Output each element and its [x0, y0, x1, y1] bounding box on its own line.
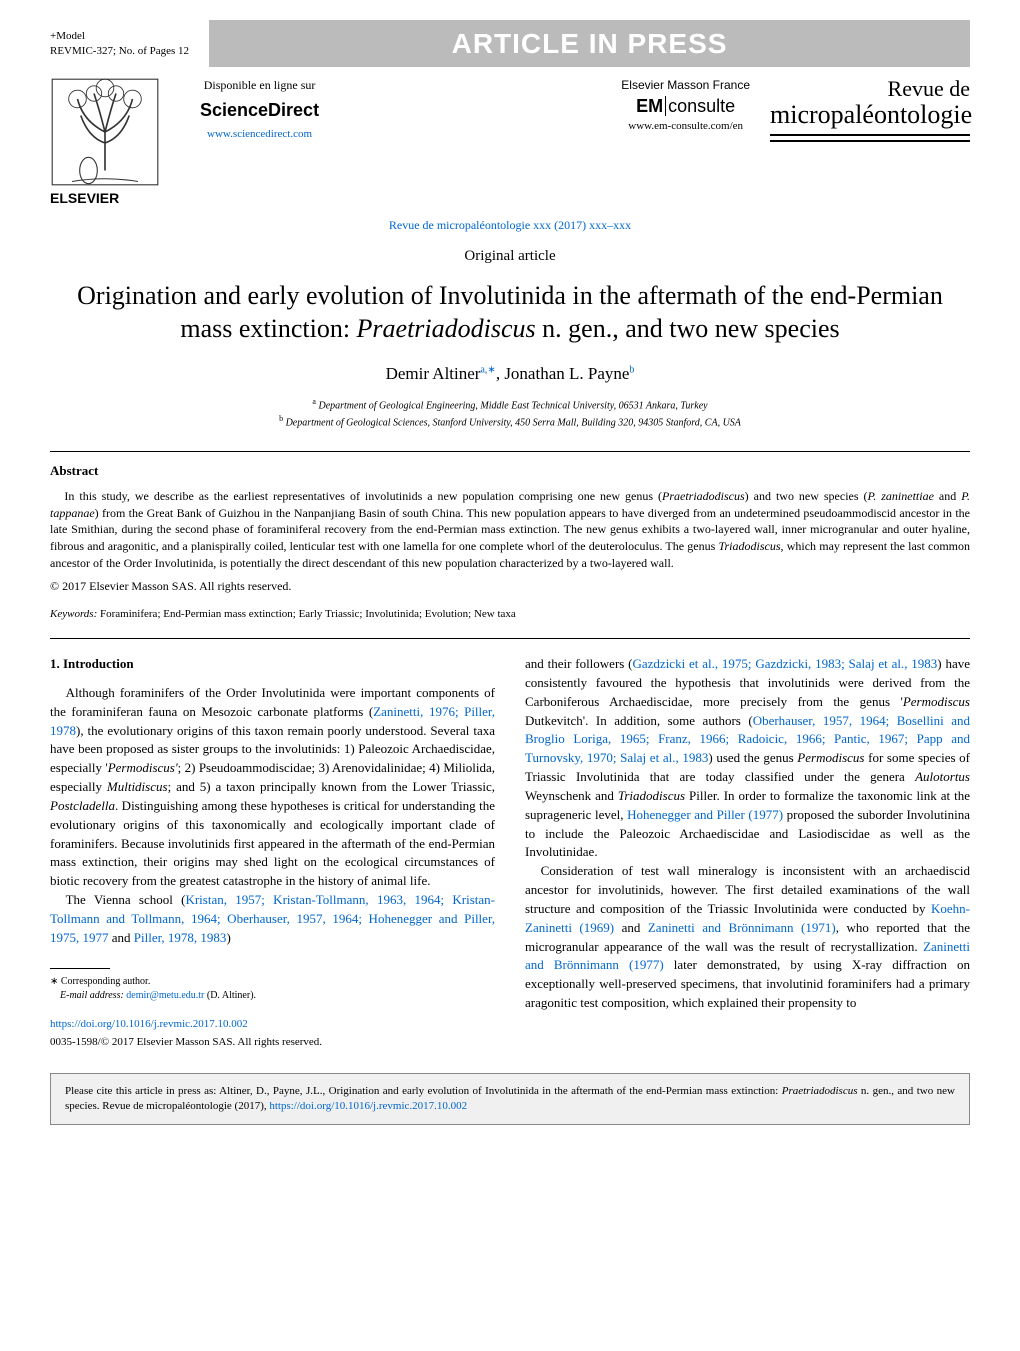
affiliation-a: a Department of Geological Engineering, … — [50, 396, 970, 413]
article-in-press-banner: ARTICLE IN PRESS — [209, 20, 970, 67]
doi-link[interactable]: https://doi.org/10.1016/j.revmic.2017.10… — [50, 1018, 248, 1030]
title-post: n. gen., and two new species — [536, 314, 840, 343]
p1i2: Multidiscus — [107, 779, 168, 794]
col2-para-1: and their followers (Gazdzicki et al., 1… — [525, 655, 970, 862]
c2p1a: and their followers ( — [525, 656, 633, 671]
sciencedirect-logo: ScienceDirect — [200, 98, 319, 123]
fn-email-who: (D. Altiner). — [204, 990, 256, 1001]
elsevier-logo-col: ELSEVIER — [50, 77, 180, 209]
c2p1-ref3[interactable]: Hohenegger and Piller (1977) — [627, 807, 783, 822]
intro-para-2: The Vienna school (Kristan, 1957; Krista… — [50, 891, 495, 948]
affiliations: a Department of Geological Engineering, … — [50, 396, 970, 431]
p2c: ) — [226, 930, 230, 945]
c2p2b: and — [614, 920, 648, 935]
publisher-header: ELSEVIER Disponible en ligne sur Science… — [50, 77, 970, 209]
c2p1i1: Permodiscus — [903, 694, 970, 709]
c2p1i4: Triadodiscus — [618, 788, 685, 803]
footnote-rule — [50, 968, 110, 969]
corresponding-author-note: ∗ Corresponding author. E-mail address: … — [50, 975, 495, 1003]
rule-above-abstract — [50, 451, 970, 452]
title-genus: Praetriadodiscus — [357, 314, 536, 343]
doi-line: https://doi.org/10.1016/j.revmic.2017.10… — [50, 1017, 495, 1033]
abstract-heading: Abstract — [50, 462, 970, 480]
page-ref: REVMIC-327; No. of Pages 12 — [50, 44, 189, 58]
top-header: +Model REVMIC-327; No. of Pages 12 ARTIC… — [50, 20, 970, 67]
article-title: Origination and early evolution of Invol… — [50, 279, 970, 347]
sciencedirect-block: Disponible en ligne sur ScienceDirect ww… — [200, 77, 319, 142]
abstract-body: In this study, we describe as the earlie… — [50, 488, 970, 572]
cite-link[interactable]: https://doi.org/10.1016/j.revmic.2017.10… — [269, 1100, 467, 1112]
emconsulte-logo: EMconsulte — [621, 94, 750, 119]
article-type: Original article — [50, 246, 970, 267]
author-1-corr: ∗ — [487, 365, 495, 376]
p1i3: Postcladella — [50, 798, 115, 813]
intro-heading: 1. Introduction — [50, 655, 495, 674]
c2p2-ref2[interactable]: Zaninetti and Brönnimann (1971) — [648, 920, 836, 935]
c2p1d: ) used the genus — [708, 750, 797, 765]
elsevier-tree-icon — [50, 77, 160, 187]
abs-i4: Triadodiscus — [718, 539, 780, 553]
c2p1i3: Aulotortus — [915, 769, 970, 784]
p1d: ; and 5) a taxon principally known from … — [168, 779, 495, 794]
disponible-label: Disponible en ligne sur — [200, 77, 319, 94]
journal-title-col: Revue de micropaléontologie — [770, 77, 970, 142]
col2-para-2: Consideration of test wall mineralogy is… — [525, 862, 970, 1013]
fn-corr: Corresponding author. — [58, 976, 150, 987]
model-label: +Model — [50, 29, 189, 43]
c2p1c: Dutkevitch'. In addition, some authors ( — [525, 713, 753, 728]
c2p1-ref1[interactable]: Gazdzicki et al., 1975; Gazdzicki, 1983;… — [633, 656, 938, 671]
author-2: Jonathan L. Payne — [504, 364, 629, 383]
author-1: Demir Altiner — [386, 364, 481, 383]
fn-email[interactable]: demir@metu.edu.tr — [126, 990, 204, 1001]
abs-3: and — [934, 489, 961, 503]
authors: Demir Altinera,∗, Jonathan L. Payneb — [50, 362, 970, 386]
keywords-text: Foraminifera; End-Permian mass extinctio… — [97, 608, 516, 620]
cite-italic: Praetriadodiscus — [782, 1085, 858, 1097]
publisher-mid: Disponible en ligne sur ScienceDirect ww… — [180, 77, 770, 142]
affiliation-b: b Department of Geological Sciences, Sta… — [50, 413, 970, 430]
abstract-copyright: © 2017 Elsevier Masson SAS. All rights r… — [50, 578, 970, 595]
emconsulte-url[interactable]: www.em-consulte.com/en — [621, 119, 750, 134]
abs-2: ) and two new species ( — [745, 489, 868, 503]
journal-title-line1: Revue de — [770, 77, 970, 101]
c2p1i2: Permodiscus — [797, 750, 864, 765]
elsevier-masson-label: Elsevier Masson France — [621, 77, 750, 94]
cite-pre: Please cite this article in press as: Al… — [65, 1085, 782, 1097]
journal-title-line2: micropaléontologie — [770, 101, 970, 130]
intro-para-1: Although foraminifers of the Order Invol… — [50, 684, 495, 891]
p1e: . Distinguishing among these hypotheses … — [50, 798, 495, 888]
aff-a-text: Department of Geological Engineering, Mi… — [316, 400, 708, 411]
abs-i1: Praetriadodiscus — [662, 489, 745, 503]
elsevier-label: ELSEVIER — [50, 189, 180, 209]
abs-1: In this study, we describe as the earlie… — [64, 489, 662, 503]
bottom-copyright: 0035-1598/© 2017 Elsevier Masson SAS. Al… — [50, 1035, 495, 1051]
c2p1f: Weynschenk and — [525, 788, 618, 803]
keywords-label: Keywords: — [50, 608, 97, 620]
rule-below-keywords — [50, 638, 970, 639]
p2a: The Vienna school ( — [66, 892, 186, 907]
keywords: Keywords: Foraminifera; End-Permian mass… — [50, 607, 970, 622]
p2b: and — [109, 930, 134, 945]
fn-email-label: E-mail address: — [60, 990, 126, 1001]
p1i1: Permodiscus' — [108, 760, 178, 775]
em-prefix: EM — [636, 96, 663, 116]
journal-title: Revue de micropaléontologie — [770, 77, 970, 130]
left-column: 1. Introduction Although foraminifers of… — [50, 655, 495, 1051]
emconsulte-block: Elsevier Masson France EMconsulte www.em… — [621, 77, 750, 142]
body-columns: 1. Introduction Although foraminifers of… — [50, 655, 970, 1051]
model-info: +Model REVMIC-327; No. of Pages 12 — [50, 29, 189, 58]
author-2-affil: b — [629, 365, 634, 376]
aff-b-text: Department of Geological Sciences, Stanf… — [283, 418, 741, 429]
em-suffix: consulte — [668, 96, 735, 116]
citation-box: Please cite this article in press as: Al… — [50, 1073, 970, 1126]
journal-border-rule — [770, 134, 970, 142]
p2-ref2[interactable]: Piller, 1978, 1983 — [134, 930, 227, 945]
journal-citation-link[interactable]: Revue de micropaléontologie xxx (2017) x… — [50, 217, 970, 234]
sciencedirect-url[interactable]: www.sciencedirect.com — [200, 127, 319, 142]
c2p2a: Consideration of test wall mineralogy is… — [525, 863, 970, 916]
abs-i2: P. zaninettiae — [868, 489, 934, 503]
right-column: and their followers (Gazdzicki et al., 1… — [525, 655, 970, 1051]
